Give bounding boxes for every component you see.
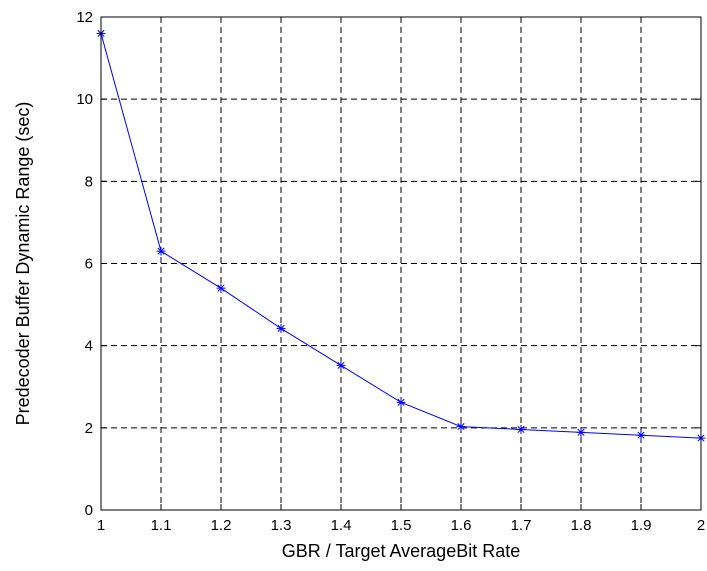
x-tick-label: 1.3 <box>271 517 292 534</box>
x-tick-label: 1.7 <box>511 517 532 534</box>
data-point <box>456 422 466 432</box>
marker-stroke <box>637 431 645 439</box>
data-point <box>156 246 166 256</box>
data-point <box>396 397 406 407</box>
y-tick-label: 6 <box>85 256 93 273</box>
x-tick-label: 1.2 <box>211 517 232 534</box>
x-axis-label: GBR / Target AverageBit Rate <box>282 541 520 561</box>
marker-stroke <box>217 284 225 292</box>
marker-stroke <box>397 398 405 406</box>
y-tick-label: 8 <box>85 173 93 190</box>
x-tick-label: 1.9 <box>631 517 652 534</box>
marker-stroke <box>277 324 285 332</box>
marker-stroke <box>157 247 165 255</box>
data-point <box>636 430 646 440</box>
marker-stroke <box>517 425 525 434</box>
data-point <box>576 427 586 437</box>
y-tick-label: 4 <box>85 338 93 355</box>
x-tick-label: 1 <box>97 517 105 534</box>
marker-stroke <box>457 423 465 431</box>
marker-stroke <box>577 428 585 436</box>
data-point <box>336 360 346 370</box>
x-tick-label: 1.8 <box>571 517 592 534</box>
ticks <box>100 16 702 511</box>
marker-stroke <box>337 361 345 369</box>
data-point <box>216 283 226 293</box>
grid <box>101 17 701 510</box>
y-tick-label: 0 <box>85 502 93 519</box>
x-tick-label: 1.6 <box>451 517 472 534</box>
x-tick-label: 2 <box>697 517 705 534</box>
data-point <box>516 424 526 434</box>
y-axis-label: Predecoder Buffer Dynamic Range (sec) <box>13 102 33 426</box>
y-tick-label: 12 <box>76 9 93 26</box>
y-tick-label: 10 <box>76 91 93 108</box>
tick-labels: 1 1.1 1.2 1.3 1.4 1.5 1.6 1.7 1.8 1.9 2 0 2 4 6 8 10 12 <box>76 9 705 534</box>
data-point <box>276 323 286 333</box>
x-tick-label: 1.1 <box>151 517 172 534</box>
x-tick-label: 1.4 <box>331 517 352 534</box>
y-tick-label: 2 <box>85 420 93 437</box>
x-tick-label: 1.5 <box>391 517 412 534</box>
